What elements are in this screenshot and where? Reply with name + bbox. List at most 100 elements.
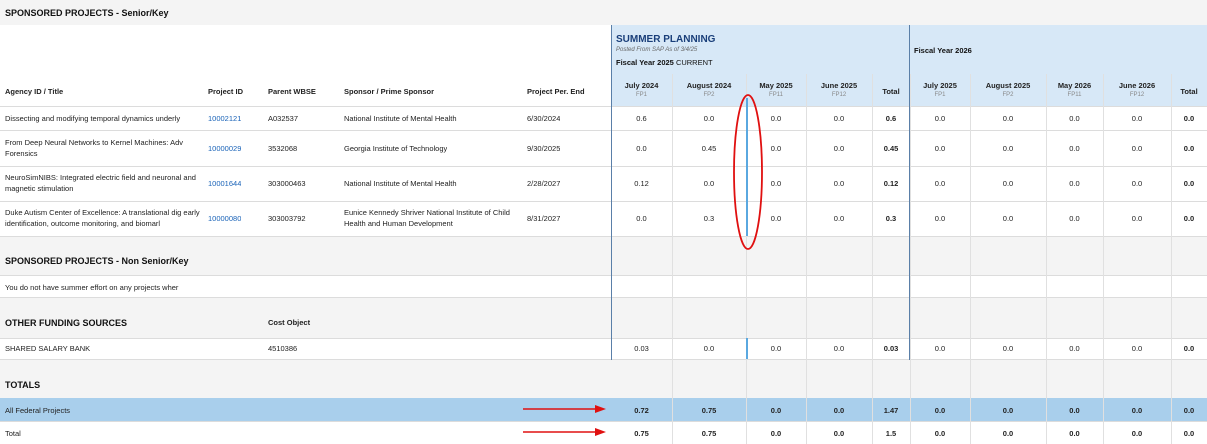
other-section-band — [0, 298, 1207, 338]
nonsenior-message: You do not have summer effort on any pro… — [5, 283, 179, 292]
total-cell: 0.0 — [1183, 114, 1195, 123]
col-month: August 2025 FP2 — [970, 81, 1046, 98]
effort-cell: 0.0 — [1069, 344, 1080, 353]
total-cell: 0.0 — [1183, 344, 1195, 353]
totals-row-label: Total — [5, 429, 21, 438]
fiscal-period-label: FP1 — [635, 92, 647, 98]
effort-cell: 0.0 — [1002, 144, 1014, 153]
divider — [0, 359, 1207, 360]
summer-posted-note: Posted From SAP As of 3/4/25 — [616, 47, 698, 53]
effort-cell: 0.0 — [1002, 214, 1014, 223]
column-boundary-marker — [746, 98, 748, 236]
effort-cell: 0.75 — [634, 429, 649, 438]
col-cost-object: Cost Object — [268, 318, 311, 327]
effort-cell: 0.03 — [634, 344, 649, 353]
total-cell: 0.12 — [883, 179, 899, 188]
row-title: NeuroSimNIBS: Integrated electric field … — [5, 173, 196, 193]
effort-cell: 0.75 — [701, 429, 717, 438]
effort-cell: 0.0 — [934, 429, 946, 438]
effort-cell: 0.0 — [833, 344, 845, 353]
effort-cell: 0.6 — [636, 114, 647, 123]
fiscal-period-label: FP12 — [831, 92, 847, 98]
effort-cell: 0.0 — [1131, 429, 1143, 438]
divider — [0, 130, 1207, 131]
divider — [0, 201, 1207, 202]
divider — [0, 236, 1207, 237]
effort-cell: 0.0 — [934, 344, 946, 353]
effort-cell: 0.0 — [1131, 144, 1143, 153]
sponsor: National Institute of Mental Health — [344, 114, 457, 123]
fiscal-period-label: FP11 — [1067, 92, 1082, 98]
effort-cell: 0.0 — [1131, 214, 1143, 223]
parent-wbse: A032537 — [268, 114, 299, 123]
col-month: May 2026 FP11 — [1046, 81, 1103, 98]
parent-wbse: 303003792 — [268, 214, 306, 223]
effort-cell: 0.0 — [770, 114, 782, 123]
effort-cell: 0.0 — [636, 144, 647, 153]
effort-cell: 0.0 — [703, 179, 715, 188]
effort-cell: 0.0 — [1002, 344, 1014, 353]
effort-cell: 0.0 — [1131, 406, 1143, 415]
effort-cell: 0.0 — [934, 114, 946, 123]
annotation-arrow-total — [523, 428, 606, 436]
cost-object: 4510386 — [268, 344, 298, 353]
project-id-link[interactable]: 10000080 — [208, 214, 242, 223]
fiscal-period-label: FP12 — [1129, 92, 1145, 98]
col-agency-title: Agency ID / Title — [5, 87, 64, 96]
fiscal-year-divider — [909, 298, 910, 360]
effort-cell: 0.0 — [833, 114, 845, 123]
other-section-title: OTHER FUNDING SOURCES — [5, 318, 128, 328]
effort-cell: 0.75 — [701, 406, 717, 415]
effort-cell: 0.0 — [934, 179, 946, 188]
fiscal-period-label: FP2 — [1002, 92, 1014, 98]
effort-cell: 0.0 — [833, 214, 845, 223]
effort-cell: 0.0 — [934, 144, 946, 153]
other-row-title: SHARED SALARY BANK — [5, 344, 91, 353]
total-cell: 1.5 — [885, 429, 897, 438]
col-sponsor: Sponsor / Prime Sponsor — [344, 87, 435, 96]
project-end: 9/30/2025 — [527, 144, 561, 153]
column-divider — [1046, 74, 1047, 444]
fy25-status: CURRENT — [675, 58, 713, 67]
project-id-link[interactable]: 10000029 — [208, 144, 242, 153]
effort-cell: 0.0 — [1002, 114, 1014, 123]
month-label: August 2024 — [686, 81, 732, 90]
nonsenior-section-title: SPONSORED PROJECTS - Non Senior/Key — [5, 256, 189, 266]
month-label: June 2025 — [820, 81, 858, 90]
effort-cell: 0.0 — [833, 429, 845, 438]
month-label: July 2024 — [624, 81, 659, 90]
effort-cell: 0.45 — [701, 144, 717, 153]
effort-cell: 0.0 — [1069, 179, 1080, 188]
total-cell: 0.45 — [883, 144, 899, 153]
project-end: 2/28/2027 — [527, 179, 561, 188]
effort-cell: 0.0 — [934, 406, 946, 415]
month-label: June 2026 — [1118, 81, 1156, 90]
col-month: August 2024 FP2 — [672, 81, 746, 98]
effort-cell: 0.0 — [703, 344, 715, 353]
fiscal-period-label: FP2 — [703, 92, 715, 98]
parent-wbse: 303000463 — [268, 179, 306, 188]
row-title: Dissecting and modifying temporal dynami… — [5, 114, 181, 123]
col-project-id: Project ID — [208, 87, 244, 96]
divider — [0, 106, 1207, 107]
effort-cell: 0.0 — [770, 179, 782, 188]
parent-wbse: 3532068 — [268, 144, 298, 153]
effort-cell: 0.0 — [833, 406, 845, 415]
month-label: August 2025 — [985, 81, 1031, 90]
effort-cell: 0.0 — [1069, 144, 1080, 153]
effort-cell: 0.0 — [1069, 114, 1080, 123]
total-cell: 0.0 — [1183, 429, 1195, 438]
project-id-link[interactable]: 10002121 — [208, 114, 242, 123]
effort-cell: 0.72 — [634, 406, 649, 415]
project-end: 6/30/2024 — [527, 114, 561, 123]
effort-cell: 0.0 — [636, 214, 647, 223]
nonsenior-section-band — [0, 237, 1207, 275]
project-id-link[interactable]: 10001644 — [208, 179, 242, 188]
month-label: May 2025 — [759, 81, 793, 90]
column-divider — [1171, 74, 1172, 444]
sponsor: Georgia Institute of Technology — [344, 144, 448, 153]
sponsor: Eunice Kennedy Shriver National Institut… — [344, 208, 510, 228]
project-end: 8/31/2027 — [527, 214, 561, 223]
col-month: June 2026 FP12 — [1103, 81, 1171, 98]
effort-cell: 0.0 — [770, 144, 782, 153]
